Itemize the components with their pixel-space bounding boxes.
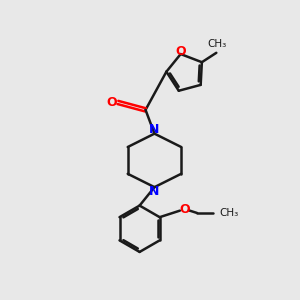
Text: O: O (106, 96, 117, 109)
Text: O: O (180, 203, 190, 216)
Text: CH₃: CH₃ (219, 208, 239, 218)
Text: O: O (176, 45, 186, 58)
Text: N: N (149, 123, 160, 136)
Text: N: N (149, 185, 160, 198)
Text: CH₃: CH₃ (207, 39, 226, 49)
